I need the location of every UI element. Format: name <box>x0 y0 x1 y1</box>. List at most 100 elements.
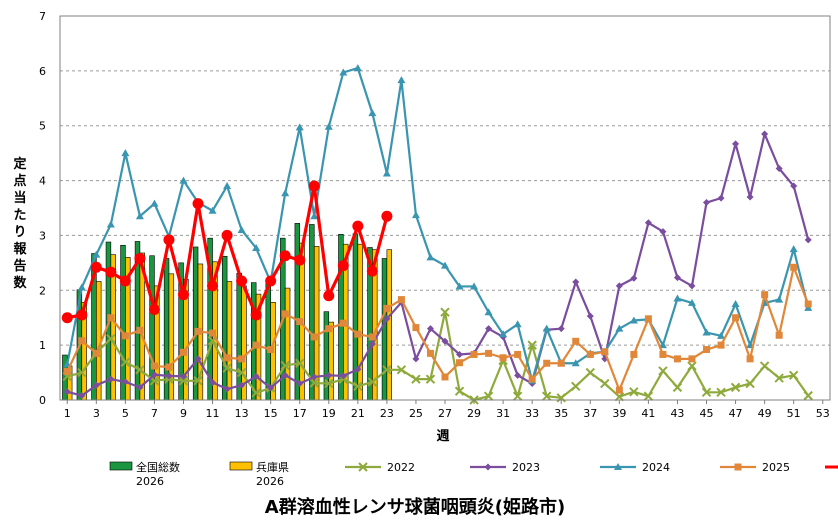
point-2025-w29 <box>471 351 478 358</box>
marker-shape <box>296 318 303 325</box>
point-2025-w22 <box>369 333 376 340</box>
point-2025-w2 <box>78 337 85 344</box>
legend-item-2026: 2026 <box>825 461 838 474</box>
point-2024-w5 <box>121 149 129 156</box>
marker-shape <box>761 130 768 137</box>
point-2026-w19 <box>323 290 334 301</box>
point-2022-w49 <box>761 362 769 370</box>
legend-item-2025: 2025 <box>720 461 790 474</box>
point-2025-w41 <box>645 315 652 322</box>
point-2025-w43 <box>674 355 681 362</box>
point-2025-w10 <box>195 328 202 335</box>
legend-label: 2026 <box>256 475 284 488</box>
marker-shape <box>105 267 116 278</box>
point-2024-w2 <box>78 284 86 291</box>
point-2025-w26 <box>427 350 434 357</box>
point-2024-w47 <box>732 300 740 307</box>
point-2024-w26 <box>426 253 434 260</box>
x-tick-label: 3 <box>93 407 100 420</box>
point-2025-w39 <box>616 387 623 394</box>
point-2024-w21 <box>354 64 362 71</box>
point-2025-w51 <box>790 264 797 271</box>
marker-shape <box>718 342 725 349</box>
point-2025-w52 <box>805 301 812 308</box>
marker-shape <box>718 195 725 202</box>
point-2024-w50 <box>775 296 783 303</box>
y-axis-label-char: 報 <box>13 241 27 257</box>
point-2025-w18 <box>311 333 318 340</box>
point-2025-w4 <box>107 314 114 321</box>
point-2026-w17 <box>294 255 305 266</box>
point-2025-w23 <box>383 305 390 312</box>
point-2026-w7 <box>149 304 160 315</box>
marker-shape <box>485 464 492 471</box>
y-tick-label: 1 <box>39 339 46 352</box>
marker-shape <box>193 198 204 209</box>
point-2026-w8 <box>163 234 174 245</box>
point-2023-w25 <box>412 355 419 362</box>
marker-shape <box>412 211 420 218</box>
point-2025-w6 <box>136 327 143 334</box>
x-tick-label: 43 <box>670 407 684 420</box>
y-axis-label-char: 点 <box>13 173 26 189</box>
marker-shape <box>659 351 666 358</box>
x-tick-label: 21 <box>351 407 365 420</box>
point-2025-w45 <box>703 346 710 353</box>
marker-shape <box>78 337 85 344</box>
point-2024-w19 <box>325 123 333 130</box>
point-2026-w16 <box>280 250 291 261</box>
point-2026-w6 <box>134 253 145 264</box>
point-2022-w37 <box>586 369 594 377</box>
marker-shape <box>500 354 507 361</box>
marker-shape <box>222 230 233 241</box>
point-2025-w50 <box>776 332 783 339</box>
bar-hyogo_bar-w21 <box>358 244 363 400</box>
point-2026-w18 <box>309 181 320 192</box>
y-tick-label: 2 <box>39 284 46 297</box>
x-tick-label: 25 <box>409 407 423 420</box>
marker-shape <box>224 354 231 361</box>
x-tick-label: 17 <box>293 407 307 420</box>
point-2025-w34 <box>543 360 550 367</box>
point-2025-w25 <box>412 324 419 331</box>
point-2024-w13 <box>238 226 246 233</box>
marker-shape <box>91 262 102 273</box>
point-2025-w12 <box>224 354 231 361</box>
legend-item-2022: 2022 <box>345 461 415 474</box>
bar-national_bar-w17 <box>295 223 300 400</box>
x-tick-label: 19 <box>322 407 336 420</box>
point-2025-w11 <box>209 330 216 337</box>
marker-shape <box>587 313 594 320</box>
marker-shape <box>121 149 129 156</box>
x-axis-label: 週 <box>436 429 449 444</box>
bar-national_bar-w13 <box>237 273 242 400</box>
point-2026-w11 <box>207 280 218 291</box>
y-axis-label-char: 告 <box>13 258 26 274</box>
point-2026-w22 <box>367 266 378 277</box>
marker-shape <box>280 250 291 261</box>
x-tick-label: 9 <box>180 407 187 420</box>
marker-shape <box>120 275 131 286</box>
marker-shape <box>178 289 189 300</box>
marker-shape <box>294 255 305 266</box>
marker-shape <box>311 333 318 340</box>
point-2024-w24 <box>397 76 405 83</box>
x-tick-label: 5 <box>122 407 129 420</box>
y-axis-label-char: り <box>13 225 26 240</box>
x-tick-label: 13 <box>235 407 249 420</box>
point-2026-w10 <box>193 198 204 209</box>
point-2025-w5 <box>122 332 129 339</box>
marker-shape <box>703 199 710 206</box>
marker-shape <box>267 346 274 353</box>
marker-shape <box>688 355 695 362</box>
y-axis-label-char: 数 <box>13 275 27 291</box>
marker-shape <box>195 328 202 335</box>
point-2026-w2 <box>76 309 87 320</box>
y-tick-label: 7 <box>39 10 46 23</box>
y-tick-label: 3 <box>39 229 46 242</box>
y-tick-label: 5 <box>39 120 46 133</box>
point-2023-w46 <box>718 195 725 202</box>
legend-swatch <box>110 462 132 470</box>
